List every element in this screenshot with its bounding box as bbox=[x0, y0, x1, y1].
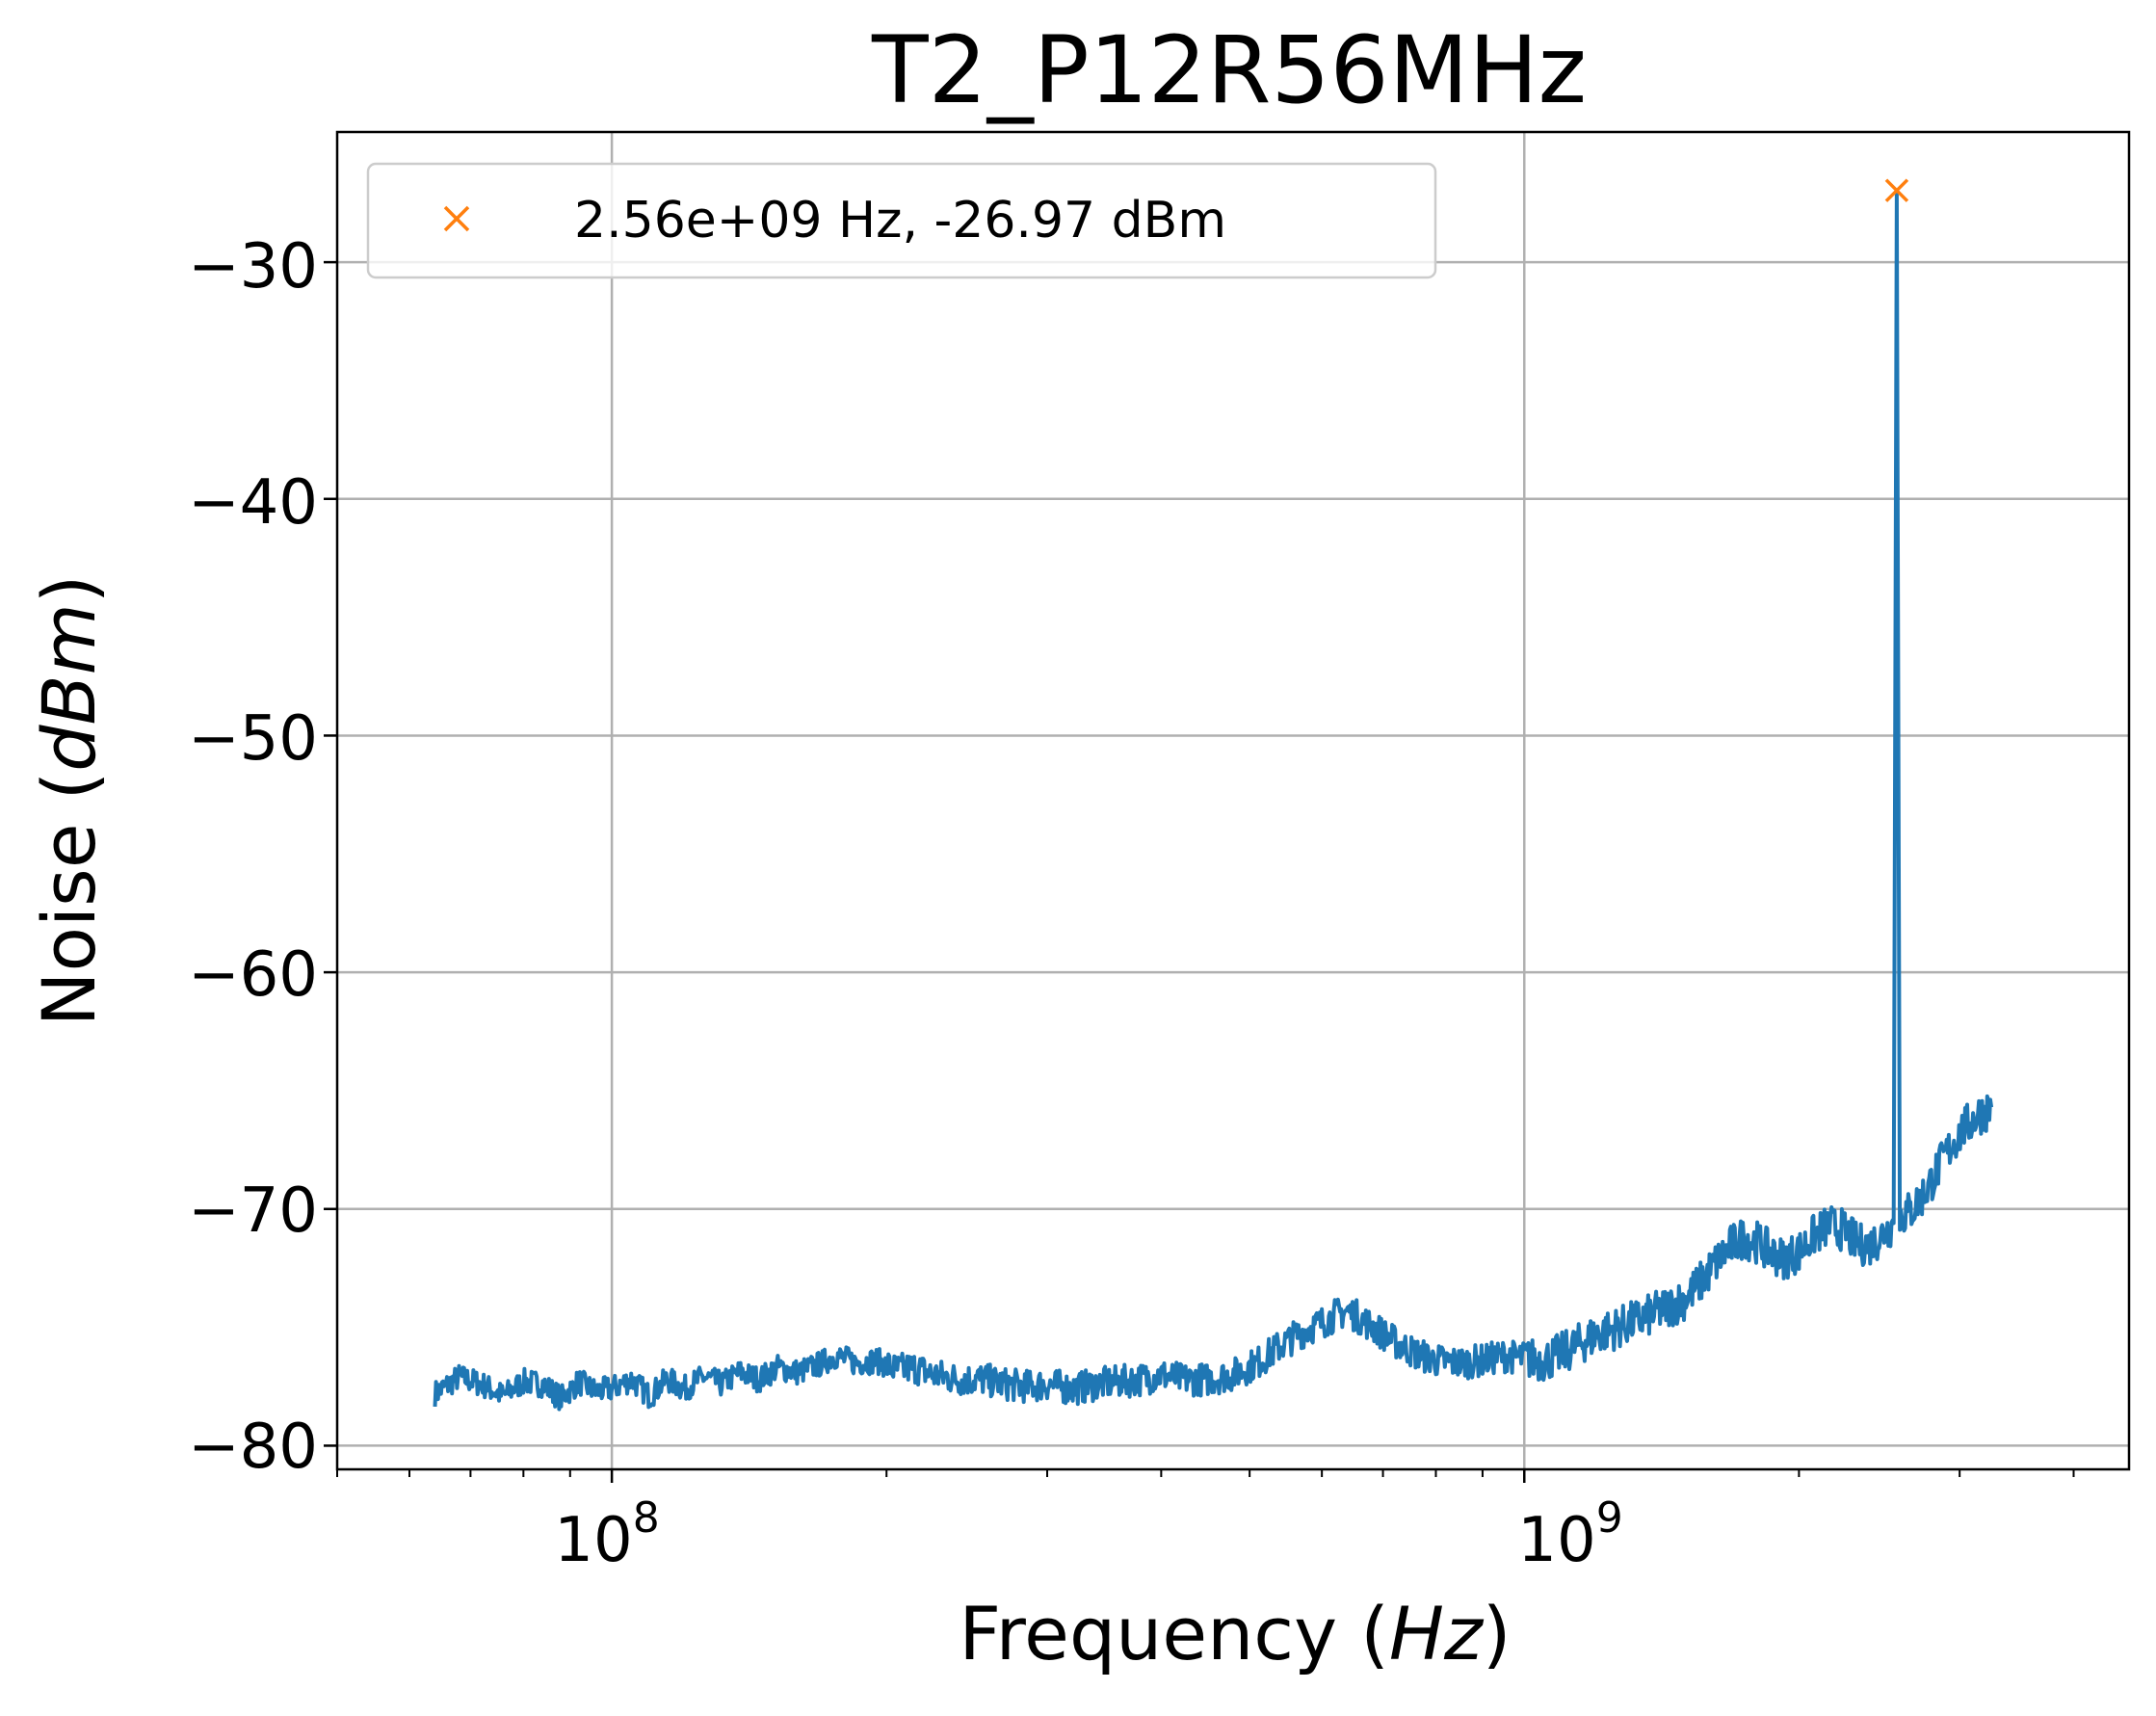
svg-text:109: 109 bbox=[1517, 1493, 1622, 1576]
y-tick-label-minus40: −40 bbox=[188, 467, 318, 539]
y-axis-label: Noise (dBm) bbox=[26, 575, 112, 1027]
x-axis-label-unit: Hz bbox=[1389, 1591, 1485, 1676]
peak-marker bbox=[1884, 178, 1909, 202]
x-tick-label-1e9: 109 bbox=[1517, 1493, 1622, 1576]
x-minor-ticks bbox=[336, 1469, 2075, 1477]
y-tick-label-minus60: −60 bbox=[188, 939, 318, 1011]
y-tick-label-minus50: −50 bbox=[188, 703, 318, 775]
legend: 2.56e+09 Hz, -26.97 dBm bbox=[366, 162, 1437, 279]
x-tick-label-1e9-exp: 9 bbox=[1596, 1493, 1623, 1543]
svg-text:108: 108 bbox=[554, 1493, 659, 1576]
noise-series-line bbox=[433, 188, 1994, 1412]
legend-marker-icon bbox=[443, 205, 470, 232]
x-tick-label-1e8-exp: 8 bbox=[633, 1493, 660, 1543]
x-tick-label-1e9-base: 10 bbox=[1517, 1505, 1595, 1576]
axis-ticks bbox=[324, 260, 1526, 1483]
y-axis-label-unit: dBm bbox=[26, 603, 112, 771]
x-tick-label-1e8-base: 10 bbox=[554, 1505, 632, 1576]
y-tick-label-minus80: −80 bbox=[188, 1412, 318, 1483]
plot-frame bbox=[335, 130, 2131, 1471]
legend-entry-label: 2.56e+09 Hz, -26.97 dBm bbox=[574, 192, 1226, 250]
y-tick-label-minus30: −30 bbox=[188, 231, 318, 303]
x-tick-label-1e8: 108 bbox=[554, 1493, 659, 1576]
y-tick-label-minus70: −70 bbox=[188, 1175, 318, 1247]
x-axis-label-text: Frequency bbox=[959, 1591, 1337, 1676]
legend-box bbox=[366, 162, 1437, 279]
x-axis-label: Frequency (Hz) bbox=[959, 1591, 1511, 1676]
y-axis-label-text: Noise bbox=[26, 824, 112, 1027]
plot-data bbox=[433, 178, 1994, 1412]
chart-title: T2_P12R56MHz bbox=[871, 16, 1587, 124]
